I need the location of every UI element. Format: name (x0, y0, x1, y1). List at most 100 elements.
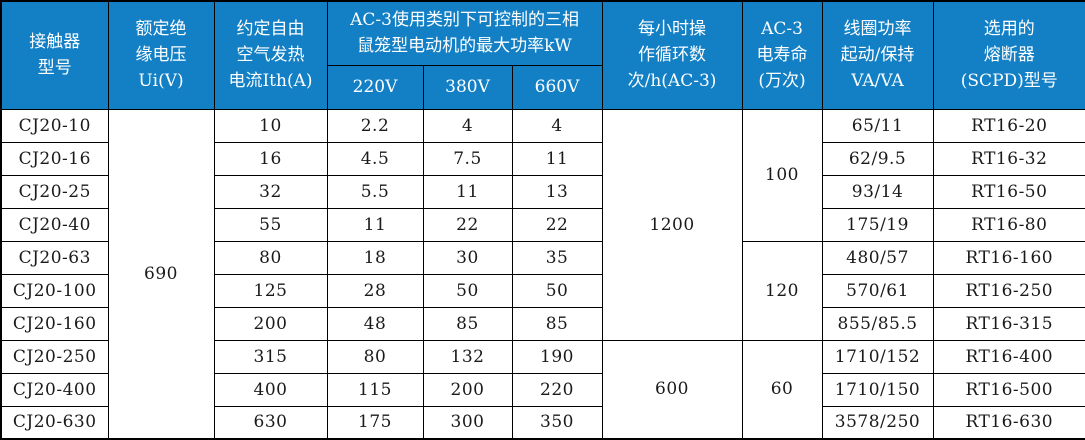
power-660v-cell: 350 (511, 405, 603, 440)
fuse-model-cell: RT16-160 (932, 240, 1085, 275)
power-660v-cell: 35 (511, 240, 603, 275)
power-380v-cell: 50 (422, 273, 513, 308)
model-cell: CJ20-16 (0, 141, 109, 176)
model-cell: CJ20-10 (0, 108, 109, 143)
table-row: CJ20-40 55 11 22 22 175/19 RT16-80 (0, 207, 1085, 242)
header-electrical-life: AC-3 电寿命 (万次) (741, 0, 823, 110)
table-row: CJ20-630 630 175 300 350 3578/250 RT16-630 (0, 405, 1085, 440)
thermal-current-cell: 55 (213, 207, 328, 242)
power-380v-cell: 200 (422, 372, 513, 407)
header-220v: 220V (326, 64, 424, 110)
thermal-current-cell: 32 (213, 174, 328, 209)
header-coil-power: 线圈功率 起动/保持 VA/VA (821, 0, 934, 110)
power-660v-cell: 22 (511, 207, 603, 242)
power-220v-cell: 4.5 (326, 141, 424, 176)
table-row: CJ20-100 125 28 50 50 570/61 RT16-250 (0, 273, 1085, 308)
model-cell: CJ20-400 (0, 372, 109, 407)
coil-power-cell: 65/11 (821, 108, 934, 143)
thermal-current-cell: 315 (213, 339, 328, 374)
header-row-top: 接触器 型号 额定绝 缘电压 Ui(V) 约定自由 空气发热 电流Ith(A) … (0, 0, 1085, 110)
thermal-current-cell: 16 (213, 141, 328, 176)
operation-cycles-cell: 600 (601, 339, 743, 440)
fuse-model-cell: RT16-315 (932, 306, 1085, 341)
coil-power-cell: 855/85.5 (821, 306, 934, 341)
power-220v-cell: 175 (326, 405, 424, 440)
header-model: 接触器 型号 (0, 0, 109, 110)
power-220v-cell: 18 (326, 240, 424, 275)
power-660v-cell: 85 (511, 306, 603, 341)
power-660v-cell: 4 (511, 108, 603, 143)
header-660v: 660V (511, 64, 603, 110)
header-insulation-voltage: 额定绝 缘电压 Ui(V) (107, 0, 215, 110)
power-220v-cell: 48 (326, 306, 424, 341)
electrical-life-cell: 100 (741, 108, 823, 242)
table-row: CJ20-400 400 115 200 220 1710/150 RT16-500 (0, 372, 1085, 407)
table-row: CJ20-25 32 5.5 11 13 93/14 RT16-50 (0, 174, 1085, 209)
fuse-model-cell: RT16-50 (932, 174, 1085, 209)
thermal-current-cell: 630 (213, 405, 328, 440)
power-220v-cell: 11 (326, 207, 424, 242)
coil-power-cell: 175/19 (821, 207, 934, 242)
power-220v-cell: 5.5 (326, 174, 424, 209)
table-row: CJ20-16 16 4.5 7.5 11 62/9.5 RT16-32 (0, 141, 1085, 176)
fuse-model-cell: RT16-630 (932, 405, 1085, 440)
model-cell: CJ20-630 (0, 405, 109, 440)
power-380v-cell: 85 (422, 306, 513, 341)
power-220v-cell: 28 (326, 273, 424, 308)
thermal-current-cell: 125 (213, 273, 328, 308)
operation-cycles-cell: 1200 (601, 108, 743, 341)
model-cell: CJ20-25 (0, 174, 109, 209)
table-row: CJ20-10 690 10 2.2 4 4 1200 100 65/11 RT16-20 (0, 108, 1085, 440)
model-cell: CJ20-100 (0, 273, 109, 308)
power-660v-cell: 50 (511, 273, 603, 308)
table-body: CJ20-10 690 10 2.2 4 4 1200 100 65/11 RT16-20 CJ20… (0, 108, 1085, 440)
power-380v-cell: 30 (422, 240, 513, 275)
fuse-model-cell: RT16-20 (932, 108, 1085, 143)
thermal-current-cell: 400 (213, 372, 328, 407)
fuse-model-cell: RT16-500 (932, 372, 1085, 407)
coil-power-cell: 570/61 (821, 273, 934, 308)
coil-power-cell: 480/57 (821, 240, 934, 275)
model-cell: CJ20-160 (0, 306, 109, 341)
coil-power-cell: 3578/250 (821, 405, 934, 440)
header-thermal-current: 约定自由 空气发热 电流Ith(A) (213, 0, 328, 110)
coil-power-cell: 1710/152 (821, 339, 934, 374)
power-660v-cell: 11 (511, 141, 603, 176)
power-380v-cell: 11 (422, 174, 513, 209)
thermal-current-cell: 10 (213, 108, 328, 143)
table-header: 接触器 型号 额定绝 缘电压 Ui(V) 约定自由 空气发热 电流Ith(A) … (0, 0, 1085, 110)
power-380v-cell: 132 (422, 339, 513, 374)
power-220v-cell: 80 (326, 339, 424, 374)
power-380v-cell: 300 (422, 405, 513, 440)
power-220v-cell: 2.2 (326, 108, 424, 143)
model-cell: CJ20-250 (0, 339, 109, 374)
power-660v-cell: 190 (511, 339, 603, 374)
table-row: CJ20-250 315 80 132 190 600 60 1710/152 RT16-400 (0, 339, 1085, 440)
header-fuse-model: 选用的 熔断器 (SCPD)型号 (932, 0, 1085, 110)
thermal-current-cell: 200 (213, 306, 328, 341)
model-cell: CJ20-63 (0, 240, 109, 275)
coil-power-cell: 1710/150 (821, 372, 934, 407)
header-row-sub: 220V 380V 660V (1, 64, 1085, 110)
insulation-voltage-cell: 690 (107, 108, 215, 440)
header-operation-cycles: 每小时操 作循环数 次/h(AC-3) (601, 0, 743, 110)
power-380v-cell: 7.5 (422, 141, 513, 176)
electrical-life-cell: 120 (741, 240, 823, 341)
fuse-model-cell: RT16-400 (932, 339, 1085, 374)
fuse-model-cell: RT16-32 (932, 141, 1085, 176)
model-cell: CJ20-40 (0, 207, 109, 242)
electrical-life-cell: 60 (741, 339, 823, 440)
coil-power-cell: 93/14 (821, 174, 934, 209)
header-max-power-group: AC-3使用类别下可控制的三相 鼠笼型电动机的最大功率kW (326, 0, 603, 66)
power-380v-cell: 22 (422, 207, 513, 242)
table-row: CJ20-160 200 48 85 85 855/85.5 RT16-315 (0, 306, 1085, 341)
fuse-model-cell: RT16-250 (932, 273, 1085, 308)
power-660v-cell: 220 (511, 372, 603, 407)
power-380v-cell: 4 (422, 108, 513, 143)
coil-power-cell: 62/9.5 (821, 141, 934, 176)
power-220v-cell: 115 (326, 372, 424, 407)
fuse-model-cell: RT16-80 (932, 207, 1085, 242)
thermal-current-cell: 80 (213, 240, 328, 275)
